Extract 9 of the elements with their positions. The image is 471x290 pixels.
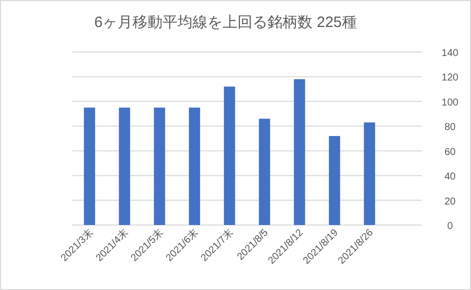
y-tick-label: 140 [442, 48, 459, 59]
y-tick-label: 80 [444, 122, 456, 134]
y-tick-label: 100 [442, 97, 459, 108]
y-tick-label: 60 [444, 146, 456, 158]
y-tick-label: 40 [444, 172, 456, 183]
chart-title: 6ヶ月移動平均線を上回る銘柄数 225種 [94, 14, 357, 31]
y-tick-label: 120 [442, 72, 459, 84]
y-tick-label: 20 [444, 196, 456, 208]
y-tick-label: 0 [447, 221, 454, 232]
